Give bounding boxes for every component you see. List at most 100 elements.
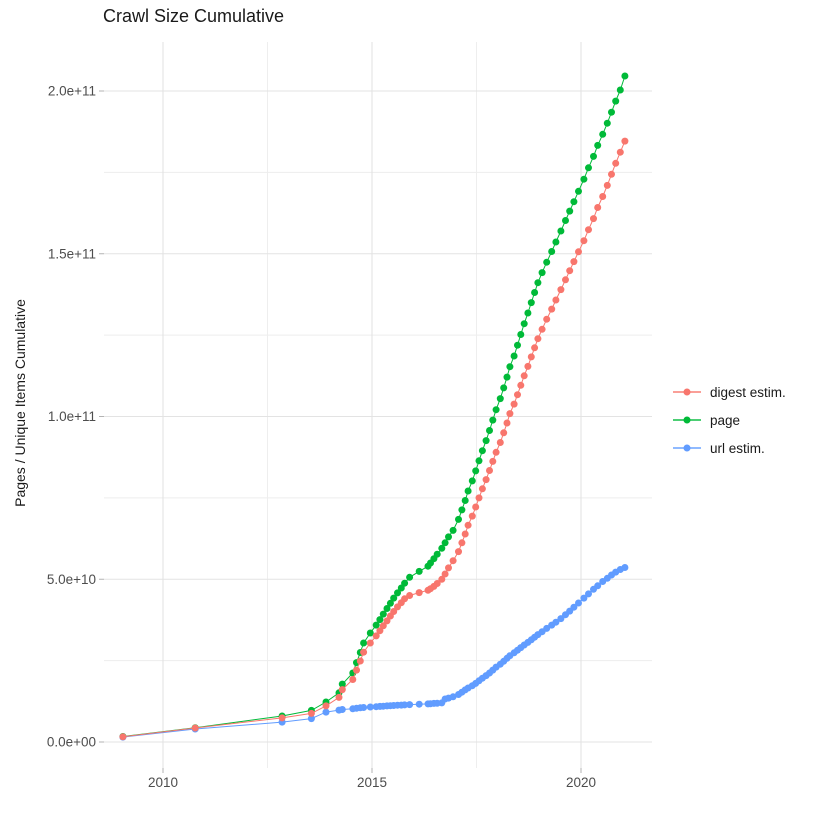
data-point-digest-estim	[510, 400, 518, 408]
data-point-digest-estim	[590, 215, 597, 223]
data-point-page	[482, 437, 490, 445]
legend-key-icon	[673, 416, 701, 424]
data-point-page	[390, 594, 398, 602]
data-point-digest-estim	[608, 170, 615, 178]
data-point-digest-estim	[433, 580, 441, 587]
data-point-digest-estim	[360, 648, 368, 656]
data-point-page	[603, 119, 611, 127]
data-point-digest-estim	[580, 237, 588, 245]
data-point-page	[621, 72, 629, 80]
data-point-digest-estim	[353, 666, 360, 674]
data-point-digest-estim	[372, 632, 380, 640]
chart-title: Crawl Size Cumulative	[103, 6, 285, 26]
data-point-page	[543, 258, 551, 266]
legend-key-icon	[673, 388, 701, 396]
data-point-digest-estim	[500, 429, 508, 437]
data-point-page	[438, 544, 446, 552]
data-point-digest-estim	[441, 570, 449, 578]
data-point-digest-estim	[534, 335, 542, 343]
data-point-url-estim	[580, 594, 588, 602]
y-tick-label: 5.0e+10	[47, 572, 96, 587]
data-point-page	[514, 341, 521, 349]
data-point-digest-estim	[383, 617, 391, 625]
data-point-url-estim	[575, 599, 582, 607]
data-point-digest-estim	[566, 267, 574, 275]
x-tick-label: 2020	[566, 775, 596, 790]
data-point-url-estim	[415, 700, 423, 708]
data-point-page	[366, 629, 374, 637]
data-point-digest-estim	[506, 410, 514, 418]
series-line-digest-estim	[122, 140, 626, 738]
data-point-digest-estim	[307, 709, 315, 717]
data-point-digest-estim	[401, 595, 409, 603]
data-point-page	[616, 86, 624, 94]
data-point-page	[562, 217, 569, 224]
data-point-digest-estim	[335, 693, 343, 701]
data-point-digest-estim	[406, 592, 414, 599]
data-point-url-estim	[406, 701, 414, 709]
data-point-digest-estim	[461, 530, 469, 538]
data-point-digest-estim	[349, 676, 357, 683]
legend: digest estim. page url estim.	[672, 378, 786, 462]
data-point-page	[360, 639, 368, 647]
data-point-digest-estim	[570, 258, 578, 266]
data-point-page	[379, 610, 387, 618]
legend-item-digest-estim: digest estim.	[672, 378, 786, 406]
y-tick-label: 0.0e+00	[47, 735, 96, 750]
data-point-digest-estim	[379, 622, 387, 630]
data-point-digest-estim	[445, 564, 452, 572]
data-point-page	[468, 477, 476, 485]
data-point-page	[517, 331, 525, 338]
data-point-digest-estim	[472, 503, 480, 511]
data-point-digest-estim	[621, 137, 629, 145]
legend-item-page: page	[672, 406, 786, 434]
data-point-url-estim	[552, 618, 560, 626]
data-point-page	[461, 497, 469, 504]
data-point-digest-estim	[449, 557, 457, 565]
data-point-digest-estim	[503, 419, 511, 427]
data-point-page	[510, 352, 518, 360]
data-point-digest-estim	[338, 686, 346, 694]
data-point-url-estim	[585, 590, 592, 598]
data-point-digest-estim	[458, 539, 466, 547]
data-point-digest-estim	[524, 362, 532, 370]
data-point-digest-estim	[599, 193, 607, 200]
data-point-page	[433, 550, 441, 558]
data-point-digest-estim	[468, 512, 476, 520]
data-point-page	[458, 506, 466, 514]
data-point-page	[612, 97, 620, 105]
legend-key-dot	[683, 416, 691, 424]
data-point-digest-estim	[475, 494, 483, 502]
data-point-digest-estim	[366, 639, 374, 647]
data-point-digest-estim	[552, 296, 560, 304]
data-point-page	[386, 599, 394, 607]
data-point-digest-estim	[517, 381, 525, 389]
data-point-page	[445, 533, 452, 541]
data-point-page	[538, 269, 546, 277]
data-point-digest-estim	[415, 589, 423, 597]
data-point-digest-estim	[557, 286, 565, 294]
data-point-digest-estim	[575, 248, 582, 256]
data-point-digest-estim	[538, 325, 546, 333]
data-point-page	[580, 175, 588, 183]
data-point-digest-estim	[482, 476, 490, 484]
data-point-url-estim	[621, 564, 629, 571]
data-point-digest-estim	[612, 159, 620, 167]
data-point-digest-estim	[464, 521, 472, 529]
data-point-digest-estim	[191, 724, 199, 732]
data-point-digest-estim	[322, 702, 330, 710]
data-point-page	[489, 416, 497, 424]
data-point-digest-estim	[376, 627, 384, 635]
data-point-page	[372, 621, 380, 629]
data-point-digest-estim	[489, 457, 497, 465]
data-point-digest-estim	[119, 733, 127, 741]
data-point-page	[599, 130, 607, 138]
data-point-page	[524, 309, 532, 317]
data-point-url-estim	[338, 706, 346, 713]
legend-label: page	[710, 412, 741, 428]
data-point-page	[527, 299, 535, 307]
legend-key-icon	[673, 444, 701, 452]
y-axis-title: Pages / Unique Items Cumulative	[12, 299, 28, 507]
